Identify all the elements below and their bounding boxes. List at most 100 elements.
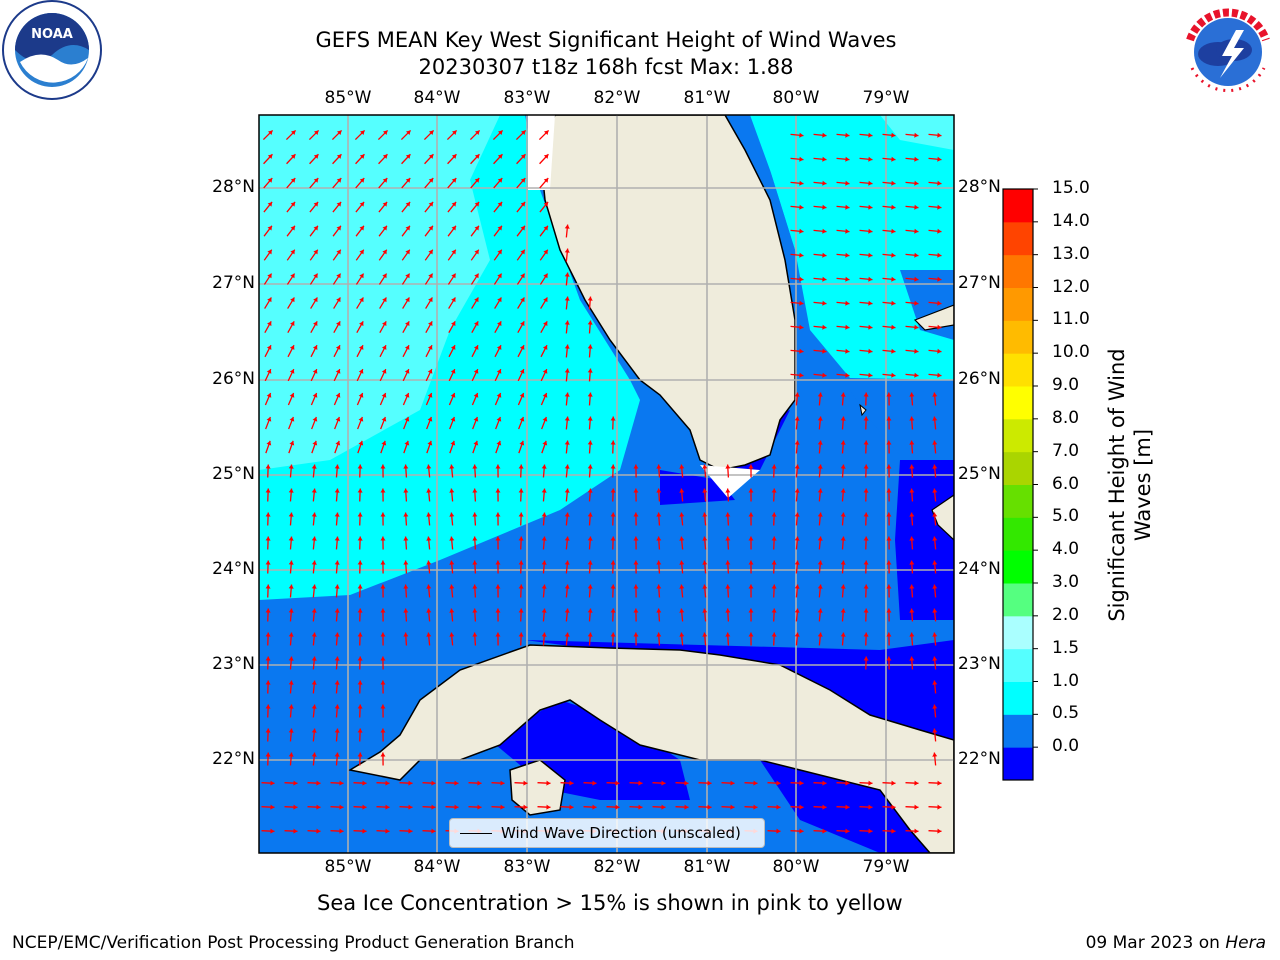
wave-arrow-head [380,608,386,613]
colorbar-segment [1003,681,1033,715]
wave-arrow-head [404,440,410,446]
wave-arrow-head [496,440,502,446]
wave-arrow-head [450,393,456,398]
wave-arrow-head [520,225,525,231]
wave-arrow-head [868,300,873,306]
wave-arrow-head [266,345,272,350]
wave-arrow-head [886,632,892,637]
wave-arrow-head [725,512,731,517]
wave-arrow-head [265,512,271,517]
lon-label-bottom: 81°W [683,857,731,877]
wave-arrow-head [270,804,275,810]
wave-arrow-head [477,804,482,810]
wave-arrow-head [357,608,363,613]
wave-arrow-head [891,300,896,306]
wave-arrow-head [426,584,432,589]
wave-arrow-head [541,632,547,637]
wave-arrow-head [497,273,502,279]
lat-label-right: 27°N [958,273,1001,293]
wave-arrow-head [932,704,938,709]
wave-arrow-head [316,828,321,834]
wave-arrow-head [404,393,410,398]
wave-arrow-head [886,560,892,565]
wave-arrow-head [380,488,386,493]
wave-arrow-head [405,178,411,183]
wave-arrow-head [290,225,295,231]
wave-arrow-head [474,178,480,183]
wave-arrow-head [725,584,731,589]
wave-arrow-head [474,225,479,231]
wave-arrow-head [518,560,524,565]
wave-arrow-head [937,132,942,138]
colorbar-tick-label: 14.0 [1052,210,1090,231]
wave-arrow-head [500,780,505,786]
wave-arrow-head [886,536,892,541]
wave-arrow-head [266,369,272,374]
wave-arrow-head [886,416,892,421]
wave-arrow-head [845,372,850,378]
wave-arrow-head [822,204,827,210]
wave-arrow-head [404,416,410,422]
wave-arrow-head [587,320,593,325]
wave-arrow-head [291,130,296,135]
wave-arrow-head [266,393,272,398]
wave-arrow-head [541,464,547,469]
wave-arrow-head [313,178,319,183]
wave-arrow-head [817,488,823,493]
wave-arrow-head [312,369,318,374]
wave-arrow-head [891,348,896,354]
wave-arrow-head [403,488,409,493]
wave-arrow-head [891,804,896,810]
bahamas-island [931,494,954,541]
wave-arrow-head [541,488,547,493]
wave-arrow-head [293,804,298,810]
wave-arrow-head [863,440,869,445]
wave-arrow-head [268,130,273,135]
wave-arrow-head [610,416,616,421]
wave-arrow-head [380,536,386,541]
wave-arrow-head [311,728,317,733]
colorbar-tick-label: 6.0 [1052,473,1080,494]
wave-arrow-head [288,680,294,685]
wave-arrow-head [799,780,804,786]
wave-arrow-head [336,249,341,255]
wave-arrow-head [633,512,639,517]
wave-arrow-head [891,156,896,162]
wave-arrow-head [863,488,869,493]
wave-arrow-head [702,632,708,637]
wave-arrow-head [633,608,639,613]
wave-arrow-head [541,536,547,541]
wave-arrow-head [937,348,942,354]
wave-arrow-head [380,656,386,661]
wave-arrow-head [863,656,869,661]
wave-arrow-head [914,372,919,378]
wave-arrow-head [335,416,341,422]
colorbar-segment [1003,583,1033,617]
wave-arrow-head [405,273,410,279]
wave-arrow-head [473,345,479,350]
wave-arrow-head [615,780,620,786]
wave-arrow-head [679,584,685,589]
wave-arrow-head [290,321,295,327]
wave-arrow-head [449,536,455,541]
wave-arrow-head [799,156,804,162]
wave-arrow-head [408,804,413,810]
wave-arrow-head [937,780,942,786]
wave-arrow-head [702,536,708,541]
wave-arrow-head [427,440,433,446]
wave-arrow-head [914,204,919,210]
wave-arrow-head [495,488,501,493]
wave-arrow-head [496,369,502,374]
wave-arrow-head [316,804,321,810]
wave-arrow-head [380,512,386,517]
colorbar-segment [1003,353,1033,387]
wave-arrow-head [776,828,781,834]
wave-arrow-head [543,154,549,159]
wave-arrow-head [473,393,479,398]
wave-arrow-head [265,752,271,757]
wave-arrow-head [405,225,410,231]
wave-arrow-head [891,324,896,330]
wave-arrow-head [610,512,616,517]
wave-arrow-head [288,560,294,565]
wave-arrow-head [932,728,938,733]
